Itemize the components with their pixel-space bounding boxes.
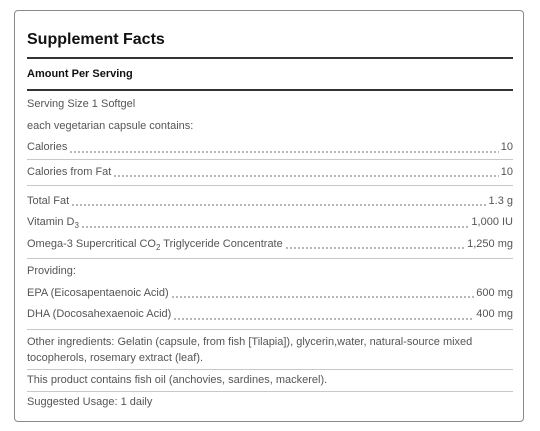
label-box: Supplement Facts Amount Per Serving Serv… xyxy=(14,10,524,422)
title: Supplement Facts xyxy=(27,31,165,48)
nutrient-row: DHA (Docosahexaenoic Acid) 400 mg xyxy=(27,304,513,326)
leader xyxy=(69,150,499,153)
nutrient-value: 10 xyxy=(500,165,513,178)
providing: Providing: xyxy=(27,265,76,277)
leader xyxy=(173,317,475,320)
divider xyxy=(27,258,513,259)
serving-size: Serving Size 1 Softgel xyxy=(27,98,136,110)
nutrient-row: EPA (Eicosapentaenoic Acid) 600 mg xyxy=(27,283,513,305)
subscript: 3 xyxy=(74,221,79,231)
nutrient-value: 600 mg xyxy=(476,286,513,299)
fish-oil-note: This product contains fish oil (anchovie… xyxy=(27,373,328,386)
nutrient-label: Calories from Fat xyxy=(27,165,112,178)
leader xyxy=(284,247,466,250)
nutrient-label: Total Fat xyxy=(27,194,70,207)
nutrient-value: 1,250 mg xyxy=(467,237,513,250)
nutrient-label: DHA (Docosahexaenoic Acid) xyxy=(27,308,172,320)
divider xyxy=(27,391,513,392)
nutrient-row: Calories from Fat 10 xyxy=(27,160,513,185)
nutrient-row: Omega-3 Supercritical CO2 Triglyceride C… xyxy=(27,234,513,256)
nutrient-value: 10 xyxy=(500,141,513,153)
other-ingredients: Other ingredients: Gelatin (capsule, fro… xyxy=(27,335,473,364)
nutrient-label: Omega-3 Supercritical CO2 Triglyceride C… xyxy=(27,234,283,256)
leader xyxy=(170,296,475,299)
nutrient-value: 1,000 IU xyxy=(471,216,513,228)
nutrient-row: Total Fat 1.3 g xyxy=(27,191,513,213)
divider xyxy=(27,368,513,370)
divider xyxy=(27,89,513,91)
capsule-note: each vegetarian capsule contains: xyxy=(27,119,194,132)
nutrient-row: Vitamin D3 1,000 IU xyxy=(27,212,513,234)
divider xyxy=(27,184,513,186)
label-content: Supplement Facts Amount Per Serving Serv… xyxy=(27,11,513,414)
divider xyxy=(27,57,513,59)
label-text: Triglyceride Concentrate xyxy=(160,237,283,250)
leader xyxy=(113,175,499,177)
nutrient-value: 400 mg xyxy=(476,308,513,320)
label-text: Omega-3 Supercritical CO xyxy=(27,237,156,250)
amount-header: Amount Per Serving xyxy=(27,68,133,80)
nutrient-label: EPA (Eicosapentaenoic Acid) xyxy=(27,286,169,299)
divider xyxy=(27,328,513,330)
suggested-usage: Suggested Usage: 1 daily xyxy=(27,396,153,408)
leader xyxy=(71,204,487,207)
nutrient-row: Calories 10 xyxy=(27,137,513,159)
subscript: 2 xyxy=(156,242,161,252)
divider xyxy=(27,158,513,160)
label-text: Vitamin D xyxy=(27,216,75,228)
leader xyxy=(80,225,470,228)
nutrient-value: 1.3 g xyxy=(488,194,513,207)
nutrient-label: Calories xyxy=(27,141,68,153)
nutrient-label: Vitamin D3 xyxy=(27,212,79,234)
